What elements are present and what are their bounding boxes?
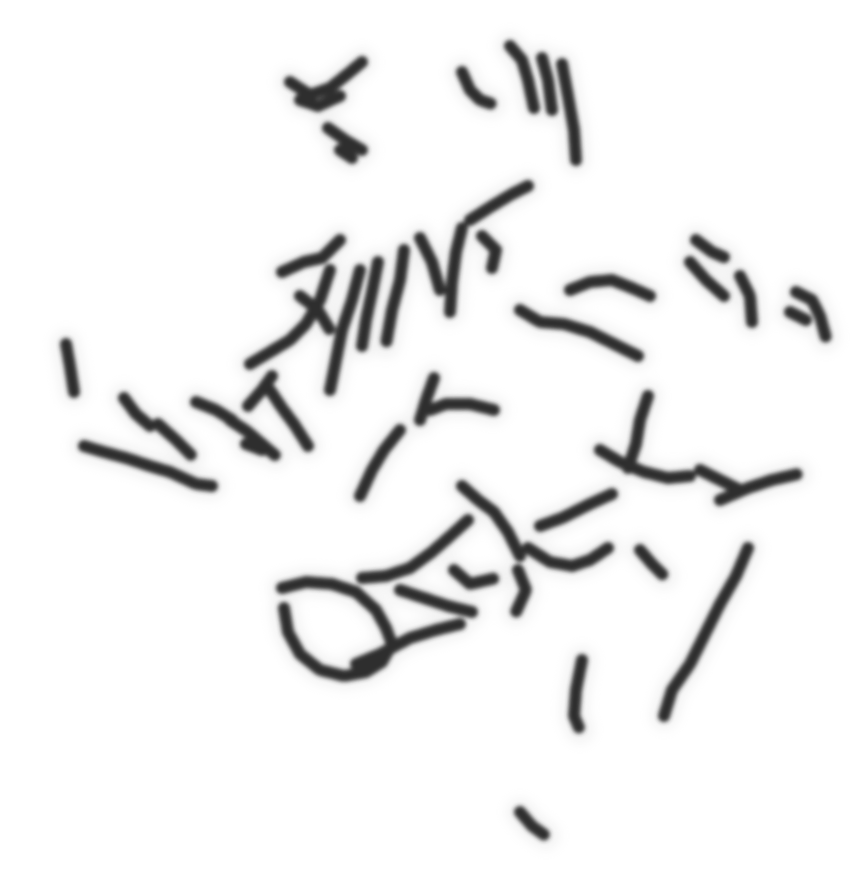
chromosome — [448, 564, 502, 590]
chromosome — [324, 264, 366, 396]
chromosome — [534, 488, 618, 532]
chromosome — [78, 440, 218, 492]
chromosome — [294, 290, 336, 336]
chromosome — [734, 270, 758, 328]
chromosome — [394, 584, 478, 618]
chromosome — [568, 654, 588, 736]
chromosome — [444, 222, 468, 318]
chromosome — [790, 286, 832, 344]
chromosome — [522, 542, 614, 572]
chromosome — [634, 544, 670, 582]
chromosome — [334, 144, 358, 164]
chromosome — [322, 122, 368, 156]
chromosome — [658, 542, 754, 722]
chromosome — [356, 514, 474, 584]
chromosome — [414, 372, 440, 426]
chromosome — [244, 264, 336, 370]
chromosome — [694, 464, 746, 496]
chromosome — [564, 274, 656, 302]
chromosome — [514, 304, 644, 362]
chromosome — [354, 424, 406, 502]
chromosome — [514, 806, 552, 842]
chromosome — [242, 370, 278, 412]
chromosome — [510, 564, 532, 618]
chromosome — [714, 468, 804, 506]
chromosome — [622, 390, 654, 474]
chromosome — [294, 90, 346, 112]
chromosome — [556, 58, 582, 166]
chromosome — [284, 56, 368, 101]
chromosome — [536, 52, 558, 116]
chromosome — [456, 66, 498, 110]
chromosome — [264, 384, 314, 452]
chromosome — [350, 618, 466, 670]
chromosome — [504, 40, 540, 114]
chromosome — [476, 230, 502, 274]
chromosome — [456, 480, 526, 562]
chromosome — [594, 444, 696, 484]
chromosome — [414, 232, 446, 296]
chromosome — [684, 256, 730, 302]
chromosome — [424, 398, 500, 416]
chromosomes — [60, 40, 832, 842]
chromosome — [784, 306, 812, 326]
chromosome — [356, 256, 384, 352]
chromosome — [224, 414, 282, 462]
chromosome — [118, 392, 156, 432]
chromosome — [276, 234, 346, 278]
chromosome — [464, 180, 534, 226]
chromosome — [152, 418, 198, 462]
chromosome — [60, 338, 80, 398]
chromosome — [240, 438, 268, 456]
chromosome — [380, 244, 410, 350]
chromosome — [690, 234, 732, 264]
